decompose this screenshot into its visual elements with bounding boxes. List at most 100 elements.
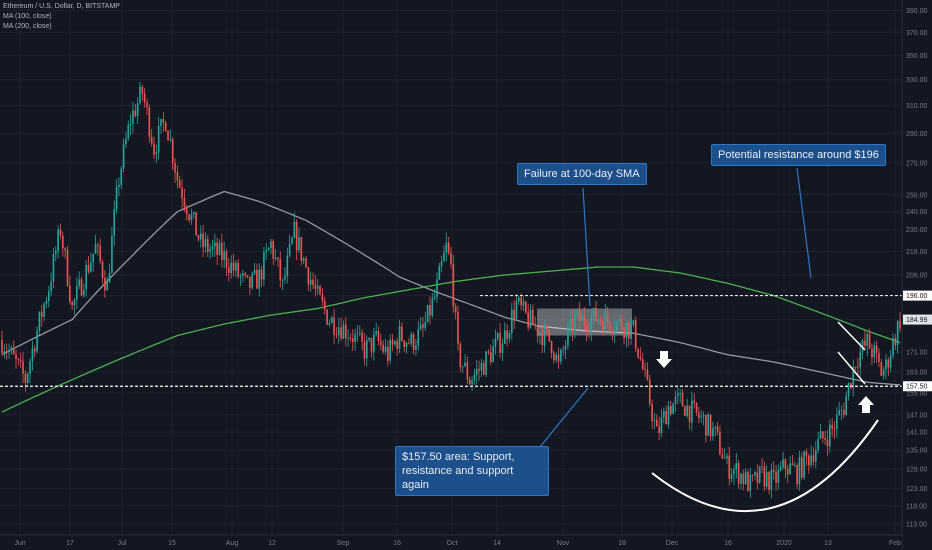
candle bbox=[24, 370, 27, 392]
candle bbox=[422, 316, 424, 338]
candle-body bbox=[209, 249, 211, 252]
candle-body bbox=[15, 354, 17, 359]
candle-body bbox=[183, 198, 186, 207]
candle-body bbox=[80, 279, 83, 296]
candle-body bbox=[106, 281, 109, 291]
candle bbox=[169, 129, 172, 143]
candle bbox=[461, 365, 464, 374]
candle bbox=[195, 212, 197, 236]
candle bbox=[707, 412, 710, 436]
candle-body bbox=[737, 463, 740, 484]
candle bbox=[305, 256, 307, 269]
candle bbox=[300, 236, 303, 266]
candle-body bbox=[630, 325, 632, 339]
candle-body bbox=[237, 262, 240, 277]
candle-body bbox=[64, 248, 66, 250]
candle bbox=[480, 359, 483, 377]
candle-body bbox=[543, 325, 546, 346]
candle bbox=[57, 225, 59, 259]
candle-body bbox=[127, 124, 130, 139]
candle-body bbox=[412, 334, 415, 350]
candle-body bbox=[468, 379, 471, 385]
candle bbox=[791, 455, 794, 466]
annotation-resistance: Potential resistance around $196 bbox=[711, 144, 886, 166]
y-tick-label: 206.00 bbox=[906, 272, 928, 279]
y-price-tag bbox=[903, 381, 932, 392]
candle-body bbox=[779, 467, 782, 470]
candle bbox=[3, 343, 6, 359]
ma100-line bbox=[1, 190, 901, 386]
candle bbox=[321, 287, 324, 306]
candle-body bbox=[819, 431, 822, 439]
candles bbox=[1, 81, 901, 499]
candle-body bbox=[852, 366, 855, 388]
candle bbox=[485, 350, 487, 378]
x-tick-label: 17 bbox=[66, 540, 74, 547]
candle bbox=[592, 307, 595, 326]
candle-body bbox=[356, 333, 359, 335]
candle bbox=[525, 300, 527, 315]
candle bbox=[213, 233, 216, 257]
candle-body bbox=[73, 299, 76, 306]
candle-body bbox=[396, 341, 399, 349]
candle-body bbox=[892, 338, 894, 356]
candle bbox=[831, 417, 834, 437]
candle bbox=[199, 225, 202, 248]
candle bbox=[431, 293, 434, 318]
y-axis-bg bbox=[902, 0, 932, 550]
x-axis: Jun 17 Jul 15 Aug 12 Sep 16 Oct 14 Nov 18 Dec 16 2020 1… bbox=[0, 534, 902, 550]
candle bbox=[12, 340, 15, 355]
y-tick-label: 118.00 bbox=[906, 503, 927, 510]
candle-body bbox=[763, 466, 766, 487]
candle-body bbox=[263, 252, 265, 280]
candle bbox=[602, 317, 604, 336]
candle bbox=[80, 276, 83, 297]
candle-body bbox=[450, 252, 452, 264]
candle-body bbox=[410, 334, 413, 344]
candle-body bbox=[894, 338, 897, 345]
candle bbox=[871, 343, 873, 366]
candle-body bbox=[291, 237, 293, 244]
candle-body bbox=[155, 152, 158, 155]
candle bbox=[677, 386, 679, 405]
candle-body bbox=[705, 414, 707, 436]
candle bbox=[153, 136, 155, 159]
candle bbox=[136, 97, 139, 124]
candle bbox=[335, 326, 338, 339]
candle bbox=[826, 430, 829, 456]
candle bbox=[492, 338, 494, 363]
candle-body bbox=[473, 374, 476, 381]
candle-body bbox=[26, 373, 29, 383]
candle bbox=[548, 329, 551, 343]
candle-body bbox=[784, 459, 787, 469]
candle bbox=[466, 356, 469, 384]
candle-body bbox=[401, 326, 403, 341]
candle bbox=[553, 350, 555, 364]
candle bbox=[693, 392, 696, 409]
candle bbox=[293, 212, 296, 239]
candle bbox=[445, 232, 448, 262]
candle bbox=[777, 464, 780, 490]
candle-body bbox=[1, 340, 3, 353]
candle bbox=[887, 357, 890, 377]
candle bbox=[522, 296, 525, 312]
candle bbox=[475, 359, 478, 385]
candle-body bbox=[246, 274, 249, 277]
candle bbox=[50, 272, 52, 297]
candle-body bbox=[190, 214, 193, 220]
candle bbox=[132, 101, 134, 134]
candle-body bbox=[457, 311, 459, 344]
candle-body bbox=[492, 346, 494, 363]
candle bbox=[139, 81, 141, 105]
x-tick-label: Oct bbox=[447, 540, 458, 547]
candle-body bbox=[202, 233, 204, 247]
candle-body bbox=[342, 324, 345, 339]
candle-body bbox=[216, 242, 218, 255]
candle bbox=[349, 333, 352, 342]
candle bbox=[387, 340, 389, 367]
candle-body bbox=[408, 342, 410, 344]
candle bbox=[800, 452, 803, 480]
y-tick-label: 290.00 bbox=[906, 131, 928, 138]
candle-body bbox=[52, 254, 55, 282]
candle-body bbox=[436, 279, 438, 297]
